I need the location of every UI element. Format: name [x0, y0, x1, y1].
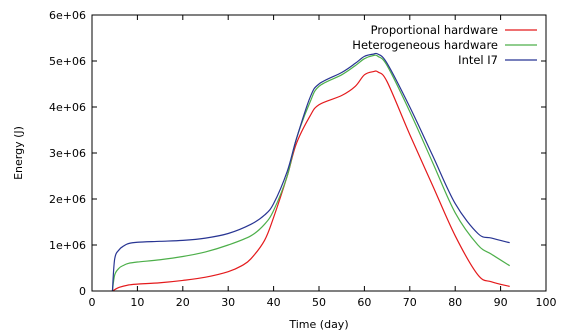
legend-label-heterogeneous-hardware: Heterogeneous hardware	[352, 38, 498, 52]
x-tick-label: 80	[448, 296, 462, 309]
y-tick-label: 1e+06	[49, 239, 86, 252]
x-tick-label: 10	[130, 296, 144, 309]
y-axis-label: Energy (J)	[12, 126, 25, 180]
y-tick-label: 2e+06	[49, 193, 86, 206]
plot-frame	[91, 14, 547, 292]
x-axis-label: Time (day)	[288, 318, 348, 331]
y-tick-label: 0	[79, 285, 86, 298]
x-tick-label: 50	[312, 296, 326, 309]
y-tick-label: 5e+06	[49, 55, 86, 68]
x-tick-label: 30	[221, 296, 235, 309]
x-tick-label: 90	[494, 296, 508, 309]
y-tick-label: 6e+06	[49, 9, 86, 22]
series-line-proportional-hardware	[112, 70, 510, 292]
legend-label-intel-i7: Intel I7	[458, 53, 498, 67]
series-lines	[111, 52, 511, 292]
x-tick-label: 20	[176, 296, 190, 309]
x-tick-label: 100	[536, 296, 557, 309]
y-tick-label: 4e+06	[49, 101, 86, 114]
x-tick-label: 70	[403, 296, 417, 309]
axis-ticks: 0 10 20 30 40 50 60 70 80 90 100 0 1e+06 2e+06 3e+06 4e…	[49, 9, 556, 309]
x-tick-label: 60	[357, 296, 371, 309]
y-tick-label: 3e+06	[49, 147, 86, 160]
series-line-intel-i7	[111, 52, 510, 292]
x-tick-label: 0	[89, 296, 96, 309]
legend-label-proportional-hardware: Proportional hardware	[371, 23, 498, 37]
series-line-heterogeneous-hardware	[111, 54, 511, 292]
x-tick-label: 40	[267, 296, 281, 309]
